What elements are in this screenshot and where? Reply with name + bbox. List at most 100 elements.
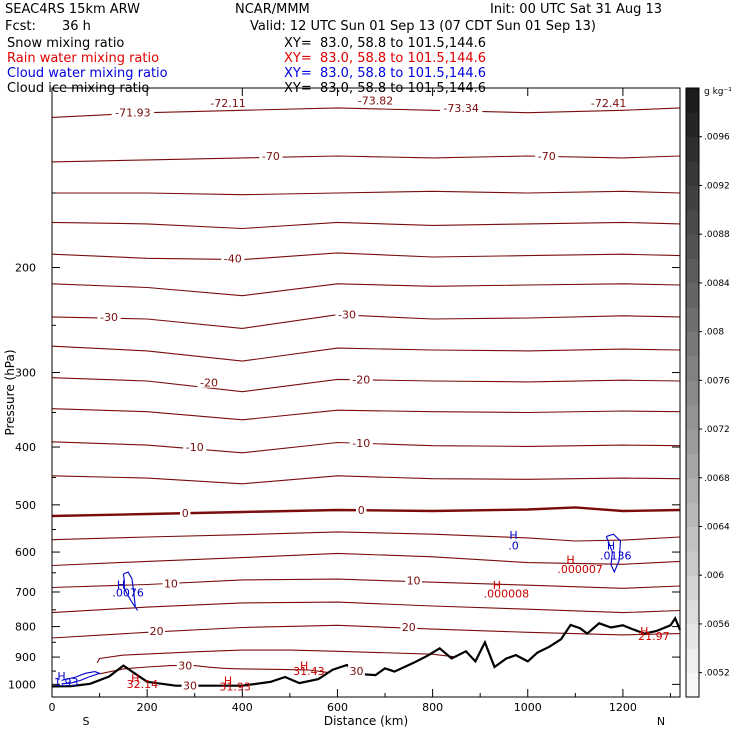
contour-label: -73.34 [443, 102, 478, 115]
contour-label: -70 [262, 150, 280, 163]
isotherm-line [51, 408, 681, 421]
colorbar-band [686, 575, 699, 601]
contour-label: 10 [164, 577, 178, 590]
field-rain-name: Rain water mixing ratio [7, 51, 160, 66]
isotherm-line [51, 506, 681, 518]
contour-label-bg [181, 678, 199, 691]
y-tick-label: 300 [15, 367, 36, 380]
colorbar-label: .0068 [704, 474, 730, 484]
contour-label-bg [356, 502, 367, 515]
org-label: NCAR/MMM [235, 2, 310, 17]
colorbar-label: .0092 [704, 181, 730, 191]
field-cloudwater-name: Cloud water mixing ratio [7, 66, 168, 81]
extremum-label: .0076 [112, 587, 144, 600]
y-tick-label: 1000 [8, 678, 36, 691]
y-axis-label: Pressure (hPa) [3, 349, 17, 435]
x-end-label-north: N [657, 715, 665, 728]
colorbar-band [686, 502, 699, 527]
isotherm-line [51, 314, 681, 329]
colorbar-band [686, 355, 699, 381]
contour-label: -72.41 [591, 97, 626, 110]
isotherm-line [52, 190, 681, 196]
contour-label-bg [180, 505, 191, 518]
isotherm-line [51, 107, 681, 118]
extremum-label: H [57, 670, 65, 683]
colorbar-band [686, 648, 699, 674]
colorbar-band [686, 477, 699, 503]
isotherm-line [51, 531, 681, 542]
colorbar-label: .0072 [704, 425, 730, 435]
extremum-label: 31.43 [293, 665, 325, 678]
extremum-label: H [607, 540, 615, 553]
colorbar-band [686, 282, 699, 308]
colorbar-band [686, 599, 699, 625]
colorbar-band [686, 136, 699, 162]
field-snow-xy: XY= 83.0, 58.8 to 101.5,144.6 [284, 36, 487, 51]
field-snow-name: Snow mixing ratio [7, 36, 125, 51]
extremum-label: H [117, 578, 125, 591]
colorbar-band [686, 234, 699, 260]
colorbar-band [686, 307, 699, 333]
cloud-water-contour [605, 533, 622, 574]
isotherm-line [51, 345, 681, 362]
extremum-label: .0136 [600, 549, 632, 562]
field-cloudwater-xy: XY= 83.0, 58.8 to 101.5,144.6 [284, 66, 487, 81]
y-tick-label: 400 [15, 441, 36, 454]
isotherm-line [51, 601, 681, 614]
y-tick-label: 900 [15, 651, 36, 664]
colorbar-label: .0084 [704, 279, 730, 289]
contour-label: -73.82 [358, 95, 393, 108]
colorbar-label: .0096 [704, 133, 730, 143]
isotherm-line [51, 377, 681, 393]
extremum-label: .0 [508, 540, 519, 553]
contour-label-bg [111, 105, 155, 118]
contour-label: -72.11 [210, 97, 245, 110]
x-tick-label: 200 [137, 701, 158, 714]
colorbar-band [686, 185, 699, 211]
extremum-label: H [509, 529, 517, 542]
colorbar-band [686, 550, 699, 576]
colorbar-unit: g kg⁻¹ [704, 87, 732, 97]
contour-label: 30 [183, 680, 197, 693]
contour-label-bg [335, 307, 359, 320]
contour-label-bg [206, 96, 250, 109]
extremum-label: H [566, 554, 574, 567]
field-rain-xy: XY= 83.0, 58.8 to 101.5,144.6 [284, 51, 487, 66]
extremum-label: H [131, 672, 139, 685]
fcst-value: 36 h [62, 19, 91, 34]
colorbar-band [686, 209, 699, 235]
colorbar-band [686, 623, 699, 649]
extremum-label: 31.93 [219, 680, 251, 693]
x-tick-label: 400 [232, 701, 253, 714]
colorbar-band [686, 258, 699, 284]
isotherm-line [51, 552, 681, 567]
contour-label: 0 [182, 507, 189, 520]
colorbar-band [686, 112, 699, 138]
isotherm-line [51, 221, 681, 230]
contour-label: -20 [200, 377, 218, 390]
cloud-water-contour [61, 671, 102, 685]
colorbar-label: .0052 [704, 669, 730, 679]
contour-label-bg [348, 664, 365, 677]
colorbar-band [686, 380, 699, 406]
isotherm-line [51, 475, 681, 485]
x-axis-label: Distance (km) [324, 714, 408, 728]
isotherm-line [99, 665, 328, 675]
colorbar-label: .008 [704, 328, 724, 338]
isotherm-layer [51, 107, 681, 675]
isotherm-line [51, 283, 681, 297]
contour-label: -20 [352, 373, 370, 386]
contour-label: 20 [150, 625, 164, 638]
extremum-label: 21.97 [638, 630, 670, 643]
extremum-label: 1.93 [54, 676, 79, 689]
contour-label: -10 [352, 437, 370, 450]
contour-label-bg [349, 372, 373, 385]
isotherm-line [51, 441, 681, 454]
init-time: Init: 00 UTC Sat 31 Aug 13 [490, 2, 663, 17]
contour-label: -70 [538, 150, 556, 163]
extremum-label: .000007 [557, 563, 603, 576]
contour-label-bg [439, 100, 483, 113]
colorbar-label: .0076 [704, 376, 730, 386]
extremum-label: H [300, 660, 308, 673]
fcst-label: Fcst: [5, 19, 36, 34]
